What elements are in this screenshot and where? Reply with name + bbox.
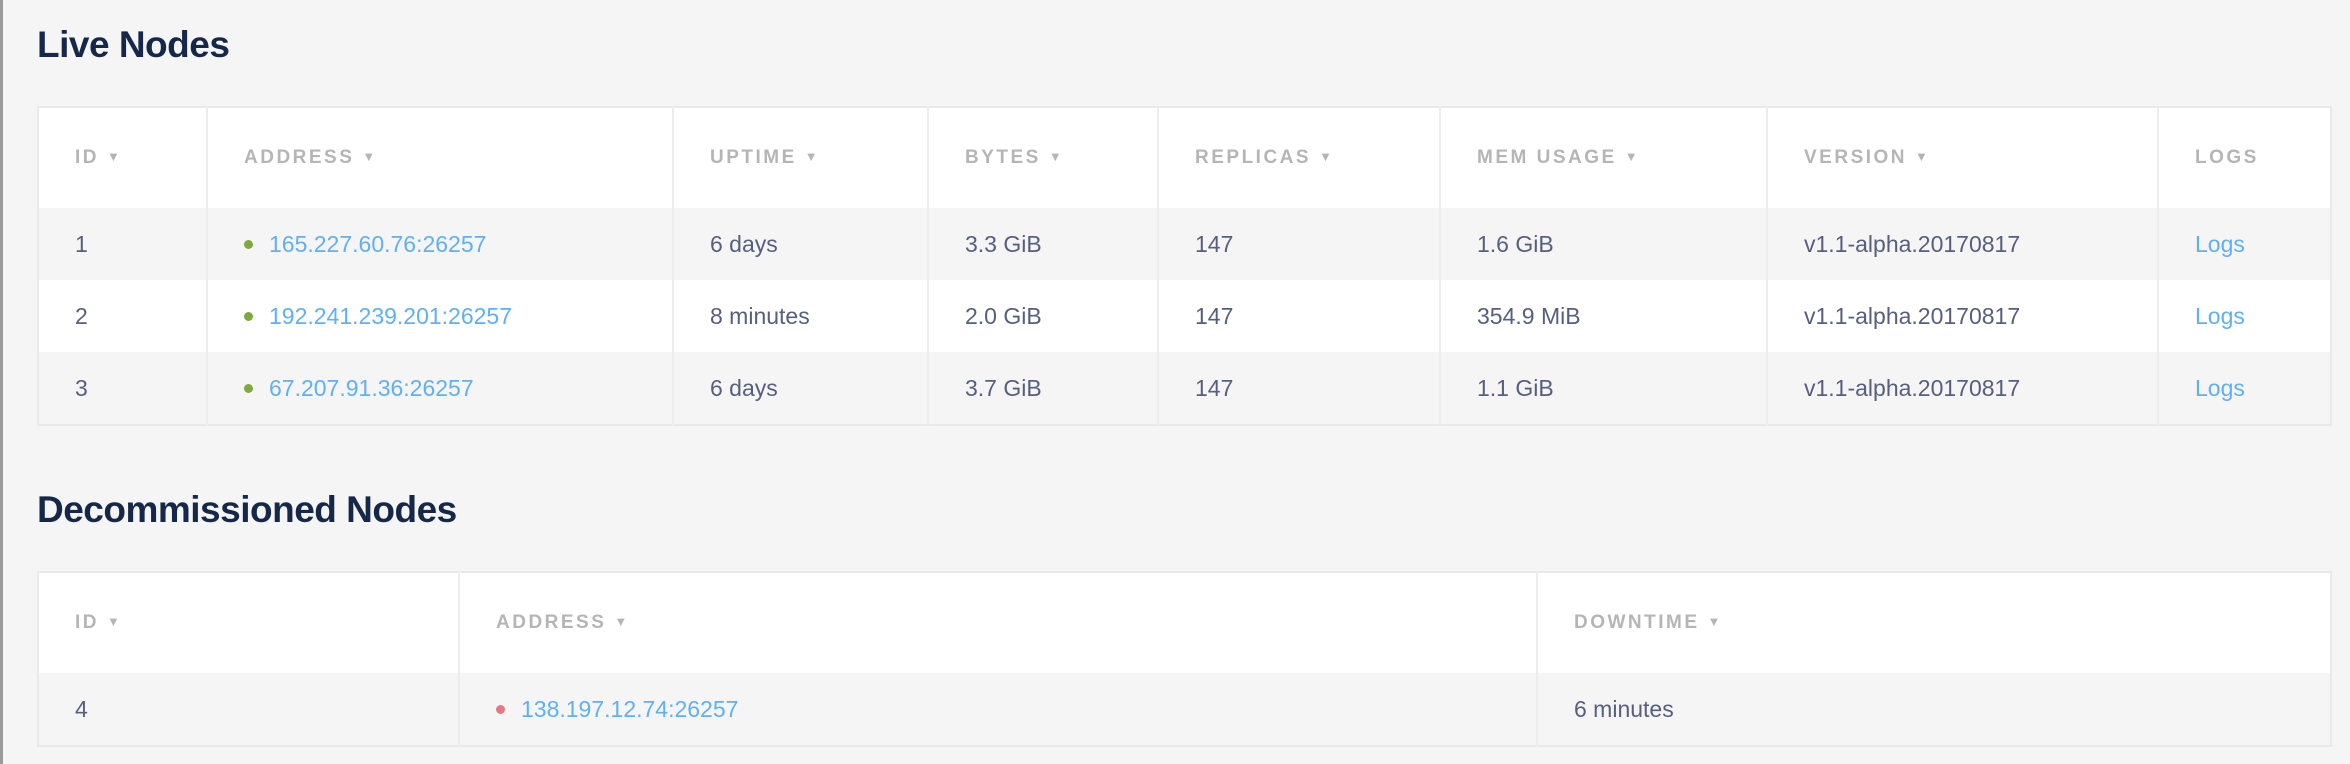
live-nodes-title: Live Nodes [37,24,230,65]
decommissioned-nodes-title: Decommissioned Nodes [37,489,457,530]
live-nodes-table: ID ▼ ADDRESS ▼ UPTIME ▼ BYTES ▼ REPLICAS ▼ MEM USA… [37,106,2332,426]
mem-usage-cell: 1.1 GiB [1440,352,1768,425]
node-address-link[interactable]: 138.197.12.74:26257 [521,695,739,722]
column-header-id[interactable]: ID ▼ [38,572,460,673]
column-label: LOGS [2195,147,2259,168]
sort-arrow-icon[interactable]: ▼ [614,614,628,629]
sort-arrow-icon[interactable]: ▼ [107,149,120,164]
decommissioned-nodes-table: ID ▼ ADDRESS ▼ DOWNTIME ▼ 4 138.197.12.74:2625… [37,571,2332,747]
column-label: BYTES [965,147,1041,168]
column-header-bytes[interactable]: BYTES ▼ [928,107,1159,208]
mem-usage-cell: 1.6 GiB [1440,208,1768,280]
replicas-cell: 147 [1158,352,1441,425]
sort-arrow-icon[interactable]: ▼ [107,614,120,629]
replicas-cell: 147 [1158,208,1441,280]
sort-arrow-icon[interactable]: ▼ [1319,149,1332,164]
column-header-address[interactable]: ADDRESS ▼ [459,572,1538,673]
bytes-cell: 3.7 GiB [928,352,1159,425]
table-row: 3 67.207.91.36:26257 6 days 3.7 GiB 147 1.1 G… [38,352,2331,425]
column-label: UPTIME [710,147,797,168]
column-header-uptime[interactable]: UPTIME ▼ [673,107,929,208]
address-cell: 192.241.239.201:26257 [207,280,674,352]
node-address-link[interactable]: 192.241.239.201:26257 [269,302,513,329]
column-label: ID [75,612,99,633]
column-label: DOWNTIME [1574,612,1700,633]
address-cell: 138.197.12.74:26257 [459,673,1538,746]
id-cell: 1 [38,208,208,280]
column-header-address[interactable]: ADDRESS ▼ [207,107,674,208]
table-row: 1 165.227.60.76:26257 6 days 3.3 GiB 147 1.6 … [38,208,2331,280]
column-header-id[interactable]: ID ▼ [38,107,208,208]
sort-arrow-icon[interactable]: ▼ [1624,149,1638,164]
column-header-logs: LOGS [2158,107,2331,208]
column-label: REPLICAS [1195,147,1312,168]
id-cell: 3 [38,352,208,425]
table-row: 4 138.197.12.74:26257 6 minutes [38,673,2331,746]
status-dot-icon [496,704,505,714]
column-label: ADDRESS [496,612,607,633]
downtime-cell: 6 minutes [1537,673,2331,746]
logs-cell: Logs [2158,208,2331,280]
id-cell: 4 [38,673,460,746]
logs-link[interactable]: Logs [2195,302,2245,329]
sort-arrow-icon[interactable]: ▼ [1707,614,1721,629]
column-header-version[interactable]: VERSION ▼ [1767,107,2159,208]
table-row: 2 192.241.239.201:26257 8 minutes 2.0 GiB 14… [38,280,2331,352]
sort-arrow-icon[interactable]: ▼ [1915,149,1928,164]
status-dot-icon [244,239,253,249]
version-cell: v1.1-alpha.20170817 [1767,208,2159,280]
column-label: ADDRESS [244,147,355,168]
address-cell: 165.227.60.76:26257 [207,208,674,280]
status-dot-icon [244,311,253,321]
logs-cell: Logs [2158,280,2331,352]
status-dot-icon [244,383,253,393]
bytes-cell: 2.0 GiB [928,280,1159,352]
column-header-replicas[interactable]: REPLICAS ▼ [1158,107,1441,208]
bytes-cell: 3.3 GiB [928,208,1159,280]
logs-cell: Logs [2158,352,2331,425]
node-address-link[interactable]: 165.227.60.76:26257 [269,230,487,257]
address-cell: 67.207.91.36:26257 [207,352,674,425]
uptime-cell: 8 minutes [673,280,929,352]
column-label: VERSION [1804,147,1908,168]
column-label: ID [75,147,99,168]
version-cell: v1.1-alpha.20170817 [1767,352,2159,425]
uptime-cell: 6 days [673,352,929,425]
sort-arrow-icon[interactable]: ▼ [804,149,818,164]
column-header-downtime[interactable]: DOWNTIME ▼ [1537,572,2331,673]
logs-link[interactable]: Logs [2195,374,2245,401]
node-address-link[interactable]: 67.207.91.36:26257 [269,374,474,401]
version-cell: v1.1-alpha.20170817 [1767,280,2159,352]
replicas-cell: 147 [1158,280,1441,352]
column-label: MEM USAGE [1477,147,1617,168]
id-cell: 2 [38,280,208,352]
logs-link[interactable]: Logs [2195,230,2245,257]
sort-arrow-icon[interactable]: ▼ [362,149,376,164]
mem-usage-cell: 354.9 MiB [1440,280,1768,352]
column-header-mem-usage[interactable]: MEM USAGE ▼ [1440,107,1768,208]
uptime-cell: 6 days [673,208,929,280]
sort-arrow-icon[interactable]: ▼ [1048,149,1062,164]
window-edge [0,0,3,764]
